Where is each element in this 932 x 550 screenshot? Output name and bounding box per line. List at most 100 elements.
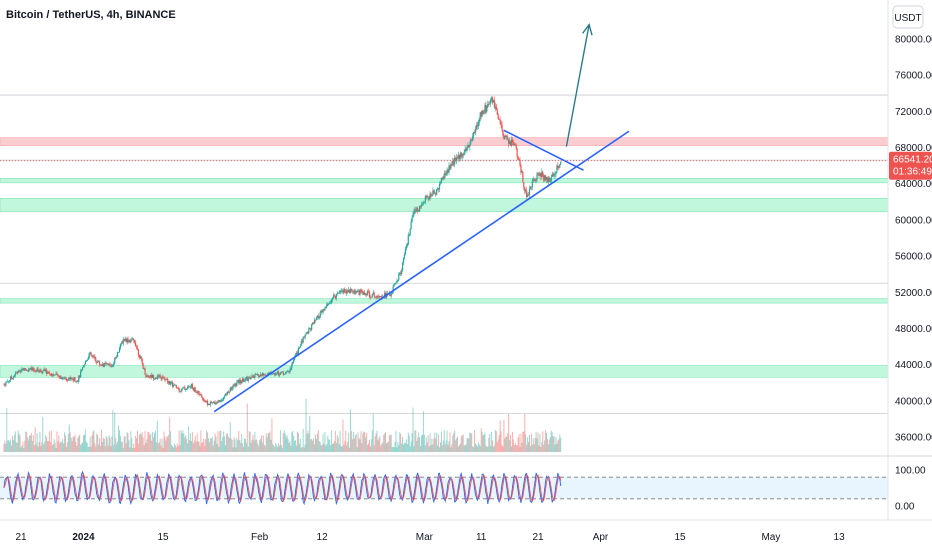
- candle-body-369: [352, 291, 354, 293]
- volume-bar-573: [546, 432, 548, 452]
- candle-body-50: [50, 373, 52, 376]
- candle-body-108: [105, 363, 107, 364]
- candle-body-451: [430, 193, 432, 196]
- candle-body-397: [379, 296, 381, 298]
- candle-body-447: [426, 195, 428, 198]
- price-tick-5: 60000.00: [895, 215, 932, 226]
- candle-body-62: [62, 378, 64, 380]
- candle-body-75: [74, 377, 76, 382]
- candle-body-275: [263, 374, 265, 376]
- volume-bar-266: [255, 439, 257, 452]
- volume-bar-467: [445, 440, 447, 452]
- volume-bar-162: [156, 420, 158, 452]
- volume-bar-562: [535, 432, 537, 452]
- candle-body-314: [300, 341, 302, 346]
- candle-body-137: [133, 338, 135, 341]
- candle-body-431: [411, 217, 413, 222]
- volume-bar-49: [49, 441, 51, 452]
- volume-bar-1: [4, 440, 6, 452]
- candle-body-17: [19, 370, 21, 373]
- candle-body-321: [307, 332, 309, 333]
- candle-body-484: [461, 153, 463, 157]
- volume-bar-190: [183, 433, 185, 452]
- volume-bar-445: [424, 445, 426, 452]
- volume-bar-15: [17, 430, 19, 452]
- candle-body-158: [152, 375, 155, 379]
- volume-bar-480: [457, 446, 459, 452]
- candle-body-573: [545, 177, 548, 180]
- candle-body-206: [198, 391, 200, 396]
- last-price-value: 66541.20: [893, 155, 932, 166]
- last-price-tag: [889, 151, 932, 180]
- candle-body-435: [415, 209, 417, 212]
- candle-body-10: [12, 376, 15, 379]
- candle-body-250: [240, 379, 242, 384]
- candle-body-416: [397, 279, 399, 281]
- candles[interactable]: [3, 95, 562, 407]
- candle-body-554: [527, 194, 530, 196]
- candle-body-223: [214, 402, 216, 405]
- candle-body-41: [42, 370, 44, 374]
- drawings[interactable]: [0, 22, 888, 413]
- candle-body-542: [516, 148, 518, 157]
- volume-bar-115: [112, 410, 114, 452]
- volume-bar-206: [198, 441, 200, 452]
- candle-body-448: [427, 197, 429, 200]
- candle-body-219: [210, 402, 212, 404]
- candle-body-430: [410, 221, 412, 230]
- volume-bar-564: [537, 432, 539, 452]
- volume-bar-64: [64, 432, 66, 452]
- candle-body-177: [170, 382, 173, 383]
- volume-bar-234: [225, 445, 227, 452]
- candle-body-472: [450, 164, 452, 169]
- candle-body-59: [59, 376, 61, 379]
- volume-bar-127: [123, 436, 125, 452]
- candle-body-311: [297, 348, 300, 355]
- volume-bar-299: [286, 434, 288, 452]
- volume-bar-38: [39, 431, 41, 452]
- volume-bar-456: [435, 438, 437, 452]
- volume-bar-132: [128, 440, 130, 452]
- volume-bar-73: [72, 436, 74, 452]
- candle-body-372: [355, 290, 357, 293]
- candle-body-164: [158, 375, 160, 377]
- volume-bar-236: [226, 433, 228, 452]
- volume-bar-95: [93, 430, 95, 452]
- volume-bar-134: [130, 431, 132, 452]
- candle-body-322: [308, 328, 310, 333]
- volume-bar-517: [492, 446, 494, 452]
- candle-body-29: [30, 368, 33, 370]
- candle-body-533: [508, 139, 510, 144]
- candle-body-503: [479, 112, 481, 119]
- candle-body-114: [111, 366, 113, 367]
- currency-button[interactable]: [892, 5, 924, 29]
- candle-body-320: [306, 332, 308, 334]
- volume-bar-105: [102, 437, 104, 452]
- candle-body-306: [293, 360, 295, 363]
- volume-bar-29: [30, 433, 32, 452]
- volume-bar-225: [216, 443, 218, 452]
- candle-body-40: [41, 372, 43, 374]
- candle-body-559: [532, 179, 534, 182]
- volume-bar-402: [384, 433, 386, 452]
- volume-bar-197: [189, 433, 191, 452]
- volume-bar-587: [559, 434, 561, 452]
- candle-body-502: [478, 118, 480, 123]
- candle-body-353: [337, 292, 339, 294]
- candle-body-255: [244, 378, 247, 381]
- candle-body-294: [281, 371, 283, 373]
- candle-body-43: [44, 369, 46, 371]
- volume-bar-289: [277, 446, 279, 452]
- volume-bar-486: [463, 445, 465, 452]
- volume-bar-75: [74, 434, 76, 452]
- candle-body-228: [219, 400, 221, 402]
- volume-bar-90: [88, 446, 90, 452]
- volume-bar-391: [373, 445, 375, 452]
- zones: [0, 137, 889, 378]
- volume-bar-355: [339, 430, 341, 452]
- candle-body-567: [540, 173, 542, 178]
- volume-bar-204: [196, 433, 198, 452]
- volume-bar-458: [437, 445, 439, 452]
- candle-body-211: [203, 400, 205, 401]
